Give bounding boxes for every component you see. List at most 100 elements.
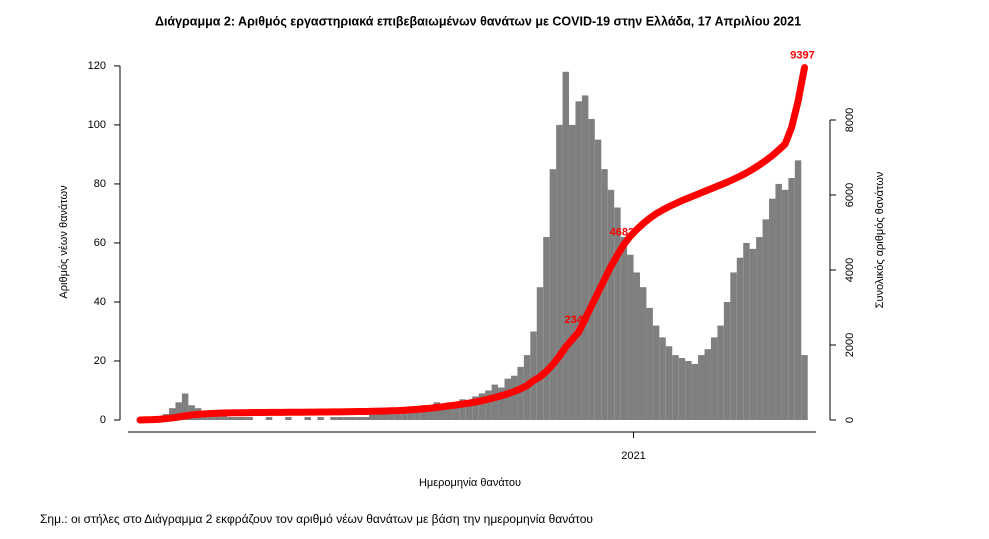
y2-tick-label: 8000	[844, 108, 856, 132]
bar	[769, 198, 776, 420]
bar	[717, 325, 724, 420]
bar	[433, 402, 440, 420]
bar	[510, 375, 518, 420]
bar	[375, 414, 382, 420]
footnote: Σημ.: οι στήλες στο Διάγραμμα 2 εκφράζου…	[40, 512, 593, 526]
bar	[646, 307, 653, 420]
bar	[549, 169, 557, 420]
y2-tick-label: 4000	[844, 258, 856, 282]
bar	[672, 355, 679, 420]
data-label: 4683	[610, 226, 634, 238]
bar	[317, 417, 324, 420]
y-tick-label: 0	[100, 414, 106, 426]
bar	[678, 358, 686, 420]
bar	[581, 95, 589, 420]
bar	[394, 414, 402, 420]
bar	[659, 337, 666, 420]
bar	[743, 242, 750, 420]
bar	[336, 417, 344, 420]
bar	[478, 393, 486, 420]
bar	[330, 417, 337, 420]
cumulative-line	[136, 64, 808, 424]
bar	[388, 414, 395, 420]
bar	[304, 417, 311, 420]
bar	[349, 417, 357, 420]
bar	[530, 331, 537, 420]
y-tick-label: 20	[94, 355, 106, 367]
bar	[233, 417, 240, 420]
bar	[639, 287, 647, 420]
y2-tick-label: 6000	[844, 183, 856, 207]
bar	[736, 257, 744, 420]
y2-axis-label: Συνολικός αριθμός θανάτων	[874, 171, 886, 308]
bar	[601, 169, 608, 420]
bar	[569, 124, 576, 420]
bar	[698, 355, 705, 420]
bar	[756, 237, 763, 420]
bar	[246, 417, 253, 420]
y-tick-label: 40	[94, 296, 106, 308]
bar	[227, 417, 234, 420]
bar	[491, 384, 499, 420]
bar	[723, 301, 731, 420]
bar	[730, 272, 737, 420]
bar	[794, 160, 802, 420]
bar	[175, 402, 182, 420]
y2-tick-label: 0	[844, 417, 856, 423]
bar	[801, 355, 808, 420]
bar	[614, 207, 621, 420]
bar	[575, 101, 582, 421]
chart-title: Διάγραμμα 2: Αριθμός εργαστηριακά επιβεβ…	[155, 14, 801, 28]
bar	[381, 414, 389, 420]
data-label: 2345	[564, 314, 588, 326]
bar	[788, 178, 795, 420]
bar	[627, 254, 634, 420]
bar	[427, 408, 434, 420]
bar	[504, 378, 511, 420]
bar	[369, 414, 376, 420]
bar	[356, 417, 363, 420]
bar	[452, 405, 460, 420]
bar	[781, 189, 789, 420]
y-tick-label: 80	[94, 178, 106, 190]
bar	[285, 417, 292, 420]
bar	[620, 237, 628, 420]
bar	[775, 183, 782, 420]
y-tick-label: 120	[88, 60, 106, 72]
bar	[465, 402, 473, 420]
bar	[459, 399, 466, 420]
bar	[265, 417, 273, 420]
bar	[446, 402, 453, 420]
bar	[414, 411, 421, 420]
bar	[543, 237, 550, 420]
data-label: 9397	[790, 50, 814, 62]
bar	[220, 414, 228, 420]
bar	[420, 405, 428, 420]
y2-tick-label: 2000	[844, 333, 856, 357]
bar	[633, 272, 640, 420]
bar	[536, 287, 544, 420]
bar	[762, 219, 770, 420]
bar	[607, 189, 615, 420]
y-tick-label: 100	[88, 119, 106, 131]
bar	[594, 139, 602, 421]
bar	[691, 363, 699, 420]
bar	[652, 325, 660, 420]
bar	[704, 349, 711, 420]
bar	[343, 417, 350, 420]
bar	[517, 366, 524, 420]
bar	[472, 396, 479, 420]
bar	[556, 124, 563, 420]
bar	[749, 248, 757, 420]
bar	[485, 390, 492, 420]
bar	[401, 411, 408, 420]
bar	[362, 417, 370, 420]
y-axis-label: Αριθμός νέων θανάτων	[58, 185, 70, 299]
bar	[239, 417, 247, 420]
bar	[588, 119, 595, 421]
bar	[181, 393, 189, 420]
y-tick-label: 60	[94, 237, 106, 249]
bar	[710, 337, 718, 420]
x-tick-label: 2021	[621, 450, 645, 462]
